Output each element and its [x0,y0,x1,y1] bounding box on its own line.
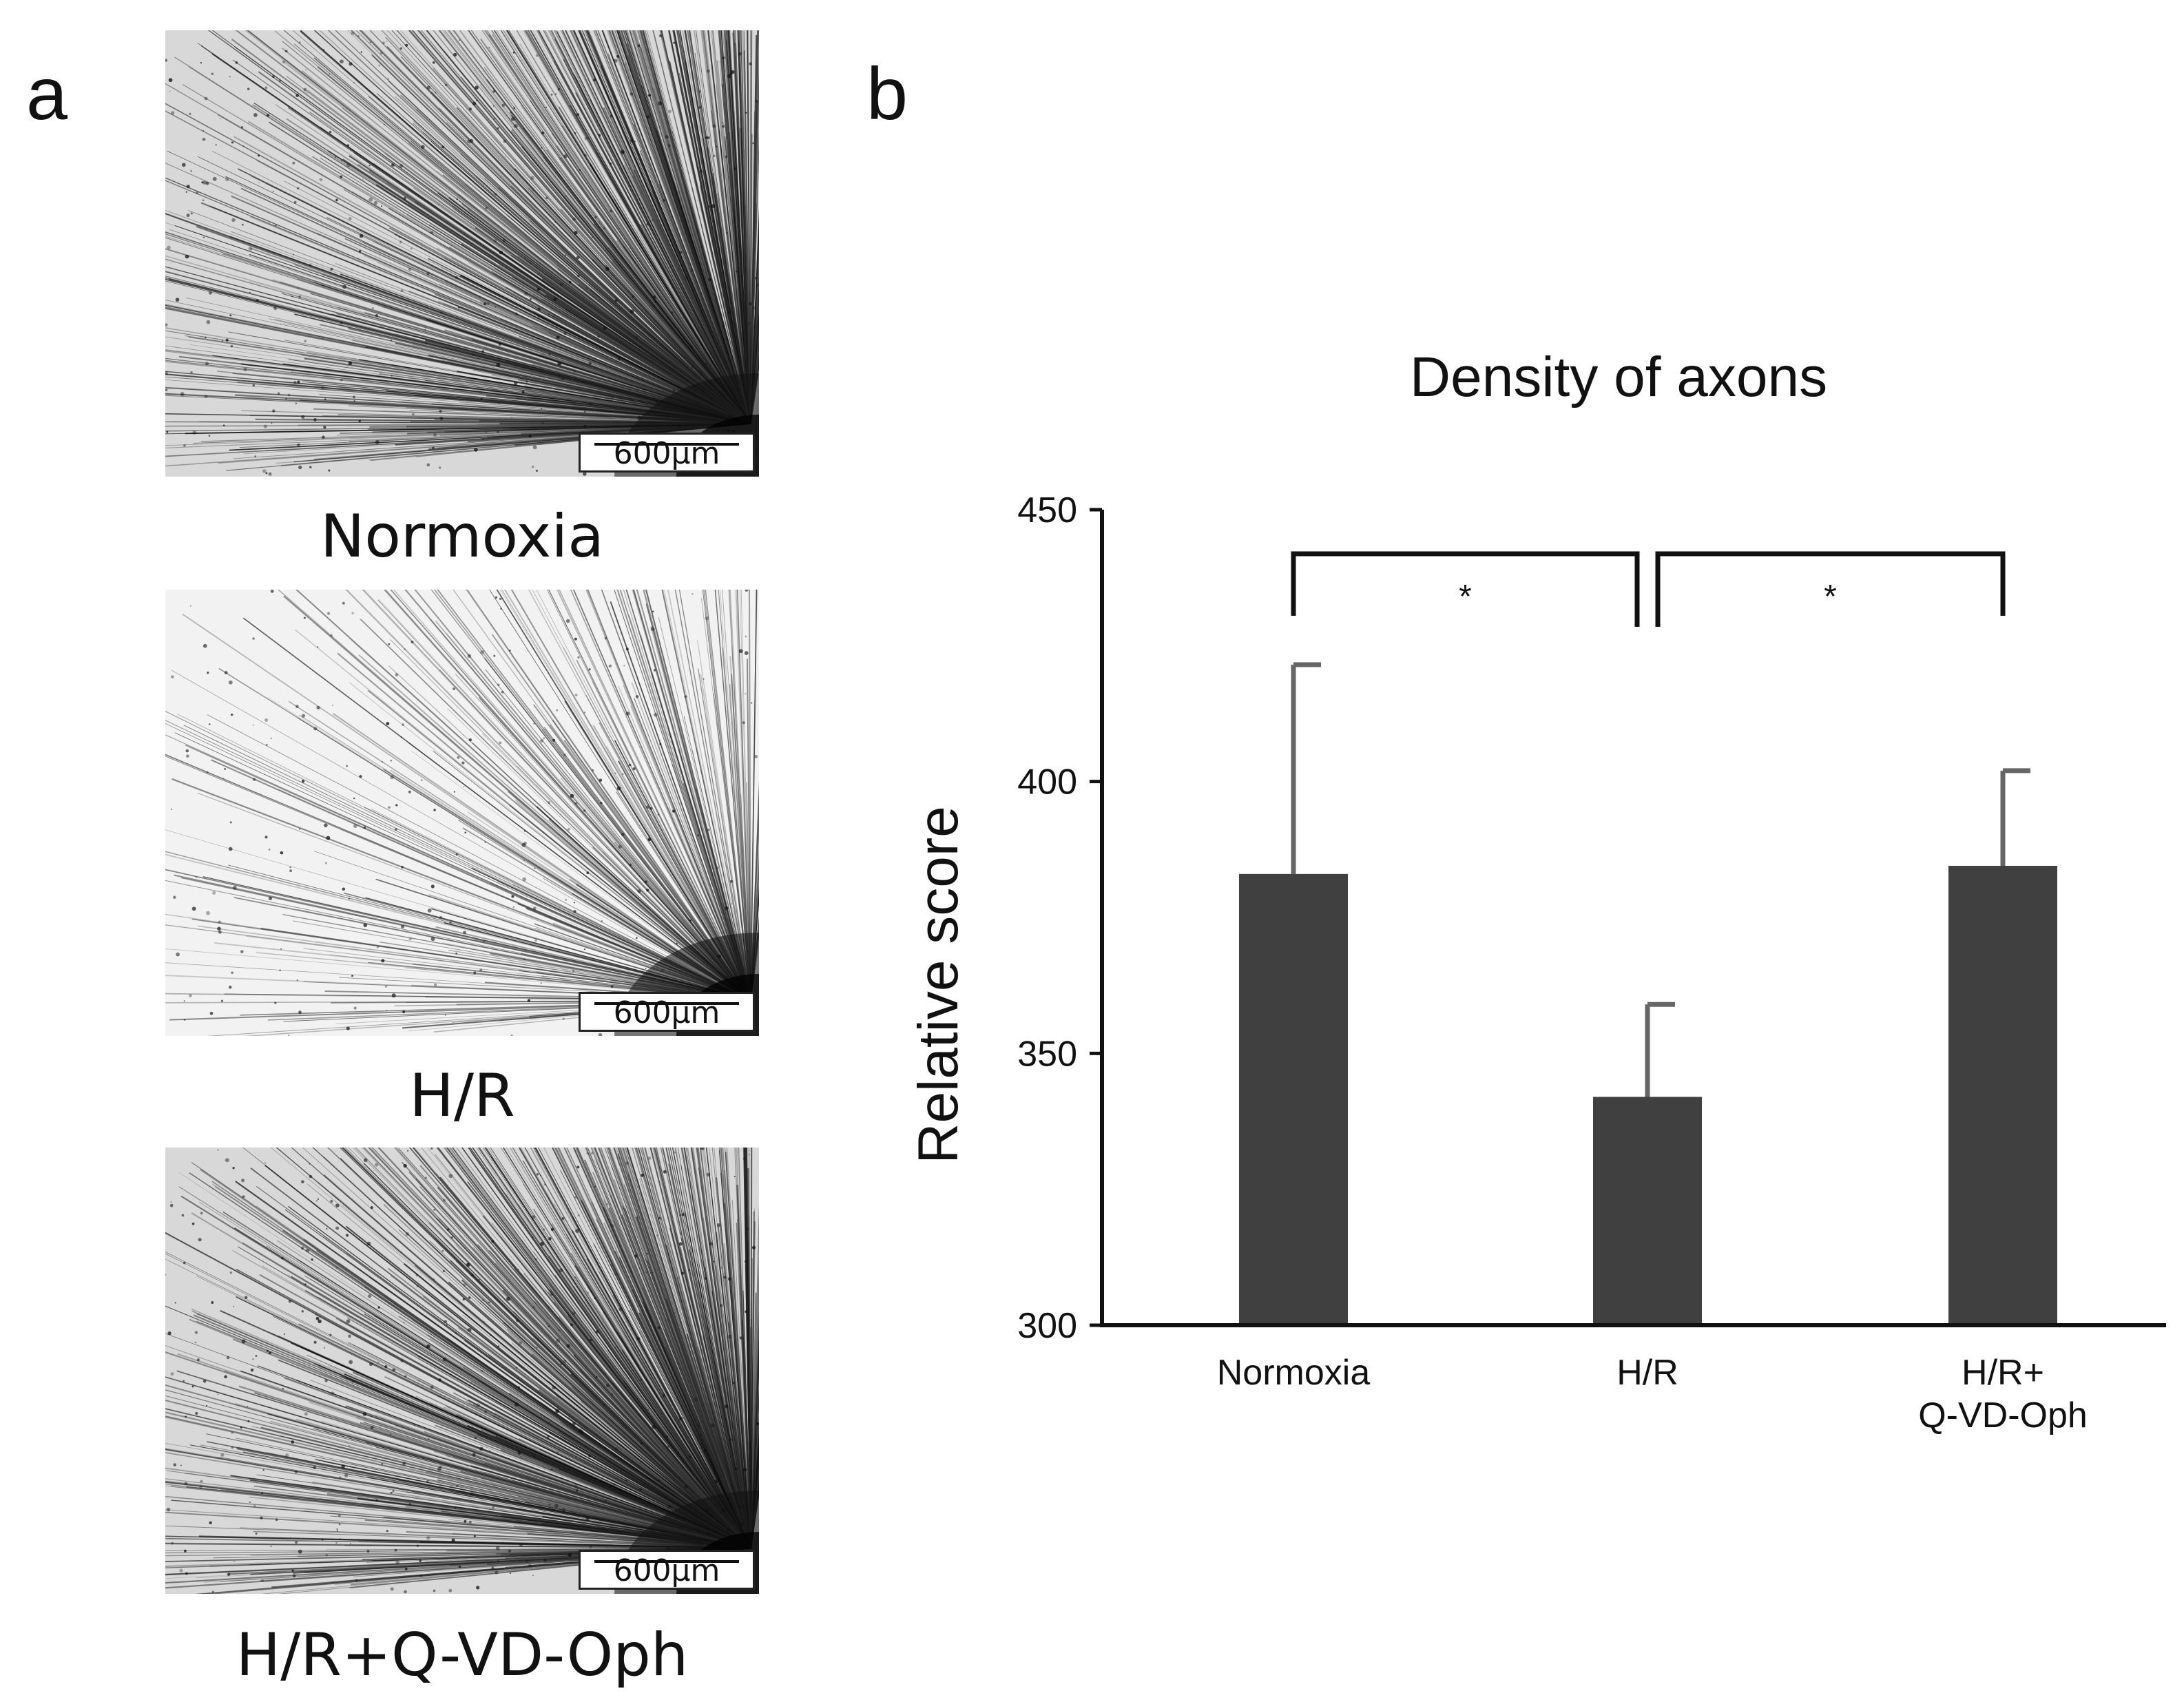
panel-a-label: a [26,52,68,135]
panel-b-label: b [866,52,908,135]
bar [1948,866,2057,1325]
caption-hr: H/R [409,1061,515,1130]
bars [1239,866,2057,1325]
micrograph-hr-qvd: 600µm [165,1148,759,1594]
x-tick-label: H/R+ [1962,1353,2044,1393]
micrograph-hr-image [165,590,759,1036]
y-tick-label: 300 [1017,1306,1077,1346]
scale-bar: 600µm [579,992,755,1032]
x-tick-label-line2: Q-VD-Oph [1918,1395,2088,1435]
significance-brackets: * * [1291,551,2006,627]
bar [1239,873,1348,1325]
chart-title: Density of axons [1410,346,1827,408]
scale-bar-line [594,443,739,446]
significance-bracket [1291,551,1640,627]
x-tick-label: H/R [1616,1353,1678,1393]
bar [1593,1097,1702,1325]
x-tick-label: Normoxia [1217,1353,1371,1393]
scale-bar: 600µm [579,1550,755,1590]
scale-bar-label: 600µm [613,995,720,1030]
scale-bar-line [594,1002,739,1005]
y-ticks: 300 350 400 450 [1017,490,1102,1346]
x-tick-labels: Normoxia H/R H/R+Q-VD-Oph [1217,1353,2088,1435]
scale-bar-line [594,1560,739,1563]
y-tick-label: 350 [1017,1034,1077,1074]
error-bars [1291,662,2030,1097]
micrograph-hr: 600µm [165,590,759,1036]
micrograph-hr-qvd-image [165,1148,759,1594]
caption-normoxia: Normoxia [320,502,605,571]
y-tick-label: 450 [1017,490,1077,530]
significance-bracket [1655,551,2006,627]
y-axis-title: Relative score [907,806,970,1164]
scale-bar-label: 600µm [613,436,720,471]
micrograph-normoxia: 600µm [165,30,759,477]
caption-hr-qvd: H/R+Q-VD-Oph [236,1621,689,1690]
y-tick-label: 400 [1017,762,1077,802]
scale-bar-label: 600µm [613,1553,720,1588]
significance-marker: * [1459,579,1472,615]
significance-marker: * [1824,579,1837,615]
scale-bar: 600µm [579,433,755,473]
micrograph-normoxia-image [165,30,759,477]
bar-chart: Density of axons Relative score 300 350 40… [907,346,2166,1435]
